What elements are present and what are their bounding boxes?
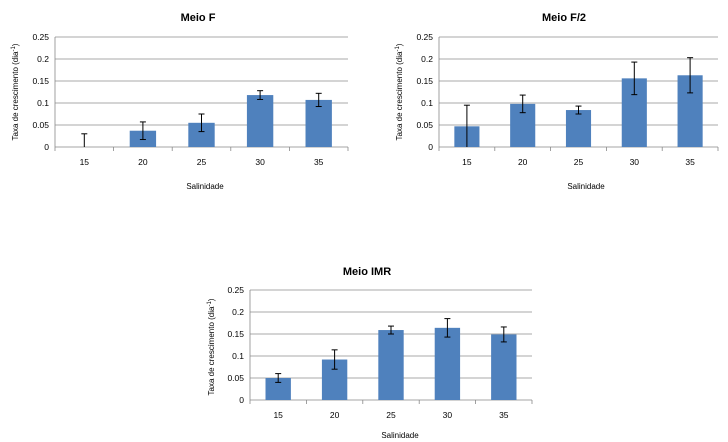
- plot-area: 0 0.05 0.1 0.15 0.2 0.25 15 20 25 30 35: [227, 285, 533, 420]
- x-axis-label: Salinidade: [567, 182, 605, 191]
- y-tick-label: 0: [44, 142, 49, 152]
- bar-30: [246, 95, 274, 147]
- chart-meio-imr: Meio IMR Salinidade Taxa de crescimento …: [190, 255, 538, 442]
- bar-35: [305, 99, 332, 147]
- x-tick-label: 25: [386, 410, 396, 420]
- chart-meio-f2-svg: Meio F/2 Salinidade Taxa de crescimento …: [395, 12, 719, 191]
- x-tick-label: 25: [197, 157, 207, 167]
- plot-area: 0 0.05 0.1 0.15 0.2 0.25 15 20 25 30 35: [416, 32, 719, 167]
- y-axis-label-main: Taxa de crescimento (dia: [11, 51, 20, 140]
- y-axis-label: Taxa de crescimento (dia-1): [11, 43, 20, 140]
- bar-15: [265, 378, 291, 400]
- y-tick-label: 0.25: [32, 32, 49, 42]
- plot-area: 0 0.05 0.1 0.15 0.2 0.25 15 20 25 30 35: [32, 32, 349, 167]
- y-axis-label-sup: -1: [395, 46, 401, 52]
- x-axis-label: Salinidade: [186, 182, 224, 191]
- y-axis-label-main: Taxa de crescimento (dia: [395, 51, 404, 140]
- x-tick-label: 35: [499, 410, 509, 420]
- chart-title: Meio F/2: [542, 12, 586, 24]
- y-tick-label: 0.15: [227, 329, 244, 339]
- y-tick-label: 0.2: [232, 307, 244, 317]
- x-axis-label: Salinidade: [381, 431, 419, 440]
- x-tick-label: 15: [80, 157, 90, 167]
- x-tick-label: 35: [685, 157, 695, 167]
- y-tick-label: 0.25: [416, 32, 433, 42]
- x-tick-label: 35: [314, 157, 324, 167]
- y-tick-label: 0.25: [227, 285, 244, 295]
- x-tick-label: 30: [443, 410, 453, 420]
- y-tick-label: 0.1: [421, 98, 433, 108]
- y-axis-label-main: Taxa de crescimento (dia: [207, 306, 216, 395]
- y-axis-label-sup: -1: [11, 46, 17, 52]
- y-axis-label-sup: -1: [207, 301, 213, 307]
- y-axis-label-close: ): [207, 298, 216, 301]
- chart-meio-imr-svg: Meio IMR Salinidade Taxa de crescimento …: [207, 266, 533, 440]
- y-axis-label: Taxa de crescimento (dia-1): [207, 298, 216, 395]
- y-tick-label: 0: [239, 395, 244, 405]
- x-tick-label: 20: [330, 410, 340, 420]
- y-axis-label-close: ): [395, 43, 404, 46]
- y-tick-label: 0.15: [416, 76, 433, 86]
- y-tick-label: 0.05: [227, 373, 244, 383]
- y-tick-label: 0.2: [421, 54, 433, 64]
- bar-25: [565, 110, 592, 147]
- x-tick-label: 25: [574, 157, 584, 167]
- x-tick-label: 15: [462, 157, 472, 167]
- chart-meio-f: Meio F Salinidade Taxa de crescimento (d…: [0, 0, 364, 200]
- bar-35: [491, 334, 517, 400]
- y-tick-label: 0.05: [416, 120, 433, 130]
- x-tick-label: 15: [273, 410, 283, 420]
- chart-meio-f-svg: Meio F Salinidade Taxa de crescimento (d…: [11, 12, 349, 191]
- y-tick-label: 0.05: [32, 120, 49, 130]
- x-tick-label: 30: [630, 157, 640, 167]
- bar-25: [378, 330, 404, 400]
- y-tick-label: 0.15: [32, 76, 49, 86]
- y-tick-label: 0.1: [232, 351, 244, 361]
- y-tick-label: 0.1: [37, 98, 49, 108]
- y-tick-label: 0: [428, 142, 433, 152]
- x-tick-label: 20: [518, 157, 528, 167]
- chart-title: Meio IMR: [343, 266, 391, 278]
- bar-30: [434, 327, 461, 400]
- y-axis-label-close: ): [11, 43, 20, 46]
- x-tick-label: 20: [138, 157, 148, 167]
- x-tick-label: 30: [255, 157, 265, 167]
- y-tick-label: 0.2: [37, 54, 49, 64]
- chart-title: Meio F: [181, 12, 216, 24]
- chart-meio-f2: Meio F/2 Salinidade Taxa de crescimento …: [364, 0, 728, 200]
- y-axis-label: Taxa de crescimento (dia-1): [395, 43, 404, 140]
